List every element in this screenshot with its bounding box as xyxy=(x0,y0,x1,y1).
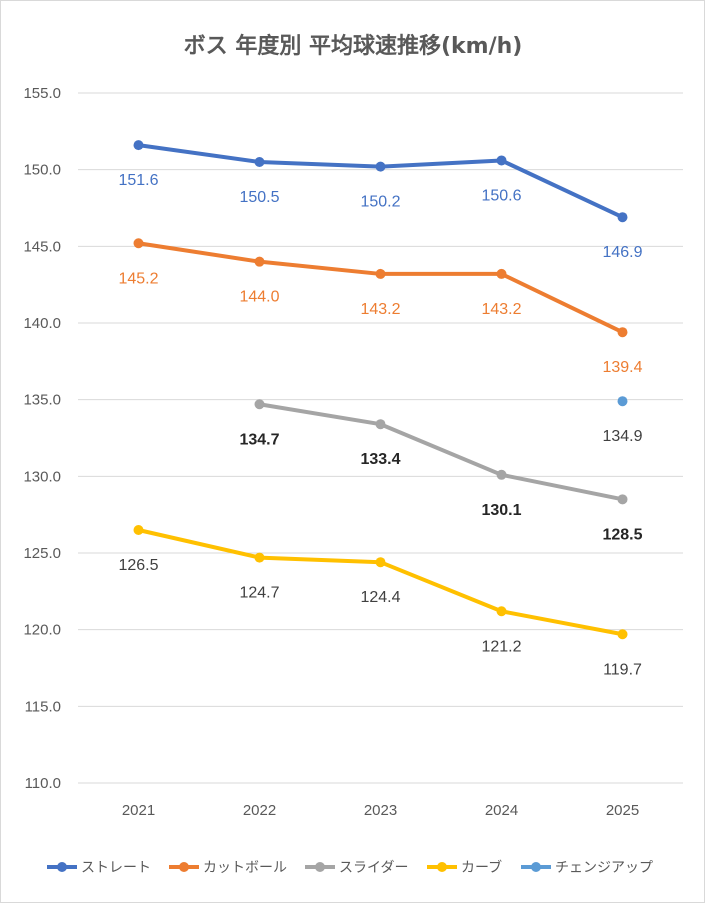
legend-swatch-marker xyxy=(179,862,189,872)
data-label: 143.2 xyxy=(481,301,521,318)
data-label: 119.7 xyxy=(603,661,642,678)
data-label: 143.2 xyxy=(360,301,400,318)
legend-item-0: ストレート xyxy=(47,860,151,876)
y-tick-label: 115.0 xyxy=(25,698,61,715)
x-tick-label: 2025 xyxy=(606,802,639,819)
x-tick-label: 2024 xyxy=(485,802,518,819)
series-line xyxy=(257,402,625,502)
series-2 xyxy=(254,399,628,505)
data-point xyxy=(375,557,386,568)
legend-item-2: スライダー xyxy=(305,860,408,876)
y-tick-label: 145.0 xyxy=(23,238,61,255)
legend: ストレート カットボール スライダー カーブ チェンジアップ xyxy=(47,859,653,876)
data-point xyxy=(254,157,265,167)
data-point xyxy=(617,396,628,407)
data-label: 121.2 xyxy=(481,638,521,655)
legend-item-3: カーブ xyxy=(427,859,502,876)
legend-label: チェンジアップ xyxy=(555,860,653,876)
x-axis-ticks: 2021 2022 2023 2024 2025 xyxy=(122,802,639,819)
data-label: 146.9 xyxy=(602,244,642,261)
y-tick-label: 130.0 xyxy=(23,468,61,485)
data-point xyxy=(496,469,507,480)
data-label: 151.6 xyxy=(118,172,158,189)
data-point xyxy=(617,212,628,223)
data-point xyxy=(617,494,628,505)
legend-swatch-marker xyxy=(57,862,67,872)
data-point xyxy=(496,268,507,279)
series-layer xyxy=(133,140,628,640)
legend-label: カットボール xyxy=(203,860,287,876)
data-point xyxy=(496,155,507,166)
series-line xyxy=(136,241,625,335)
data-label: 130.1 xyxy=(481,502,521,519)
x-tick-label: 2021 xyxy=(122,802,155,819)
y-tick-label: 155.0 xyxy=(23,85,61,102)
data-label: 134.9 xyxy=(602,428,642,445)
series-1 xyxy=(133,238,628,338)
data-label: 139.4 xyxy=(602,359,642,376)
data-point xyxy=(254,399,265,410)
data-label: 126.5 xyxy=(118,557,158,574)
series-0 xyxy=(133,140,628,223)
data-point xyxy=(133,140,144,151)
data-point xyxy=(496,606,507,617)
data-point xyxy=(133,238,144,249)
data-label: 150.5 xyxy=(239,189,279,206)
y-tick-label: 150.0 xyxy=(23,162,61,179)
series-3 xyxy=(133,525,628,640)
data-point xyxy=(617,327,628,338)
x-tick-label: 2022 xyxy=(243,802,276,819)
data-point xyxy=(254,256,265,267)
y-tick-label: 140.0 xyxy=(23,315,61,332)
series-line xyxy=(136,528,625,637)
legend-swatch-marker xyxy=(437,862,447,872)
data-label: 144.0 xyxy=(239,289,279,306)
y-axis-ticks: 110.0 115.0 120.0 125.0 130.0 135.0 140.0 145.0… xyxy=(23,85,61,792)
data-point xyxy=(375,419,386,430)
data-label: 133.4 xyxy=(360,451,400,468)
data-label: 124.7 xyxy=(239,585,279,602)
y-tick-label: 135.0 xyxy=(23,392,61,409)
data-point xyxy=(375,268,386,279)
legend-item-1: カットボール xyxy=(169,860,287,876)
chart-title: ボス 年度別 平均球速推移(km/h) xyxy=(184,33,523,59)
legend-item-4: チェンジアップ xyxy=(521,860,653,876)
data-point xyxy=(254,552,265,563)
data-label: 150.2 xyxy=(360,194,400,211)
y-tick-label: 120.0 xyxy=(23,622,61,639)
data-label-layer: 151.6 150.5 150.2 150.6 146.9 145.2 144.0 143.2… xyxy=(118,172,642,678)
data-label: 134.7 xyxy=(239,431,279,448)
legend-label: スライダー xyxy=(339,860,408,876)
legend-swatch-marker xyxy=(531,862,541,872)
legend-label: ストレート xyxy=(81,860,151,876)
data-point xyxy=(375,161,386,172)
legend-label: カーブ xyxy=(461,859,502,876)
data-label: 145.2 xyxy=(118,270,158,287)
legend-swatch-marker xyxy=(315,862,325,872)
data-label: 150.6 xyxy=(481,187,521,204)
data-point xyxy=(617,629,628,640)
data-label: 128.5 xyxy=(602,526,642,543)
y-tick-label: 110.0 xyxy=(25,775,61,792)
series-4 xyxy=(617,396,628,407)
y-tick-label: 125.0 xyxy=(23,545,61,562)
x-tick-label: 2023 xyxy=(364,802,397,819)
data-point xyxy=(133,525,144,535)
data-label: 124.4 xyxy=(360,589,400,606)
